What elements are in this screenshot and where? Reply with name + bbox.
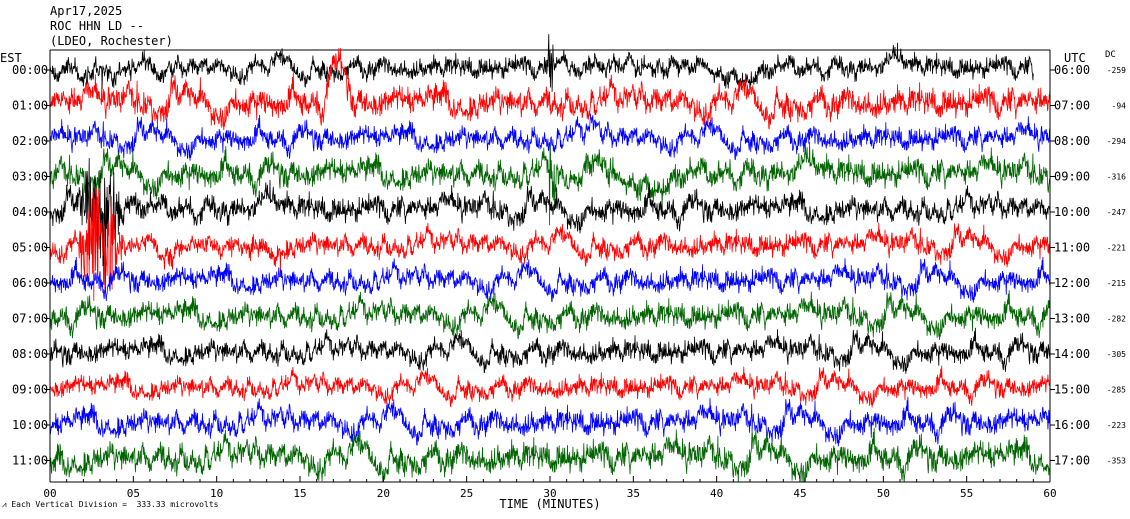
est-label: 02:00 [12, 134, 48, 148]
est-label: 07:00 [12, 312, 48, 326]
utc-label: 16:00 [1054, 418, 1090, 432]
utc-label: 07:00 [1054, 99, 1090, 113]
est-label: 08:00 [12, 347, 48, 361]
dc-value: -316 [1107, 173, 1126, 182]
left-margin-mask [0, 0, 50, 519]
x-tick-label: 00 [43, 487, 56, 500]
x-tick-label: 05 [127, 487, 140, 500]
x-tick-label: 55 [960, 487, 973, 500]
x-axis-title: TIME (MINUTES) [499, 497, 600, 511]
utc-label: 14:00 [1054, 347, 1090, 361]
est-label: 05:00 [12, 241, 48, 255]
scale-note-text: Each Vertical Division = 333.33 microvol… [11, 500, 219, 509]
x-tick-label: 20 [377, 487, 390, 500]
trace-0500 [49, 186, 1051, 301]
trace-0800 [49, 327, 1051, 374]
scale-note: ⩘ Each Vertical Division = 333.33 microv… [2, 500, 218, 510]
utc-label: 06:00 [1054, 63, 1090, 77]
utc-label: 13:00 [1054, 312, 1090, 326]
dc-value: -285 [1107, 386, 1126, 395]
utc-label: 17:00 [1054, 454, 1090, 468]
trace-0300 [49, 141, 1051, 226]
utc-label: 08:00 [1054, 134, 1090, 148]
est-label: 06:00 [12, 276, 48, 290]
est-label: 00:00 [12, 63, 48, 77]
header-network: (LDEO, Rochester) [50, 34, 173, 48]
x-tick-label: 45 [793, 487, 806, 500]
trace-0100 [49, 48, 1051, 131]
utc-label: 09:00 [1054, 170, 1090, 184]
right-axis-title: UTC [1064, 51, 1086, 65]
dc-value: -294 [1107, 137, 1126, 146]
bottom-margin-mask [50, 482, 1050, 519]
dc-value: -221 [1107, 244, 1126, 253]
trace-0700 [49, 290, 1051, 340]
left-axis-title: EST [0, 51, 22, 65]
dc-value: -259 [1107, 66, 1126, 75]
dc-value: -305 [1107, 350, 1126, 359]
est-label: 10:00 [12, 418, 48, 432]
dc-value: -247 [1107, 208, 1126, 217]
est-label: 01:00 [12, 99, 48, 113]
trace-0000 [49, 34, 1034, 94]
est-label: 03:00 [12, 170, 48, 184]
dc-value: -353 [1107, 457, 1126, 466]
dc-title: DC [1105, 50, 1116, 60]
header-station: ROC HHN LD -- [50, 19, 144, 33]
est-label: 11:00 [12, 454, 48, 468]
header-date: Apr17,2025 [50, 4, 123, 18]
trace-1000 [49, 396, 1051, 447]
trace-0900 [49, 365, 1051, 408]
est-label: 09:00 [12, 383, 48, 397]
right-margin-mask [1050, 0, 1130, 519]
dc-value: -94 [1112, 102, 1127, 111]
x-tick-label: 30 [543, 487, 556, 500]
x-tick-label: 40 [710, 487, 723, 500]
utc-label: 11:00 [1054, 241, 1090, 255]
scale-icon: ⩘ [2, 500, 7, 509]
utc-label: 10:00 [1054, 205, 1090, 219]
est-label: 04:00 [12, 205, 48, 219]
dc-value: -223 [1107, 421, 1126, 430]
utc-label: 12:00 [1054, 276, 1090, 290]
dc-value: -215 [1107, 279, 1126, 288]
x-tick-label: 25 [460, 487, 473, 500]
x-tick-label: 35 [627, 487, 640, 500]
trace-0600 [49, 256, 1051, 303]
x-tick-label: 15 [293, 487, 306, 500]
dc-value: -282 [1107, 315, 1126, 324]
trace-1100 [49, 427, 1051, 486]
utc-label: 15:00 [1054, 383, 1090, 397]
x-tick-label: 10 [210, 487, 223, 500]
trace-0400 [49, 158, 1051, 294]
x-tick-label: 60 [1043, 487, 1056, 500]
x-tick-label: 50 [877, 487, 890, 500]
